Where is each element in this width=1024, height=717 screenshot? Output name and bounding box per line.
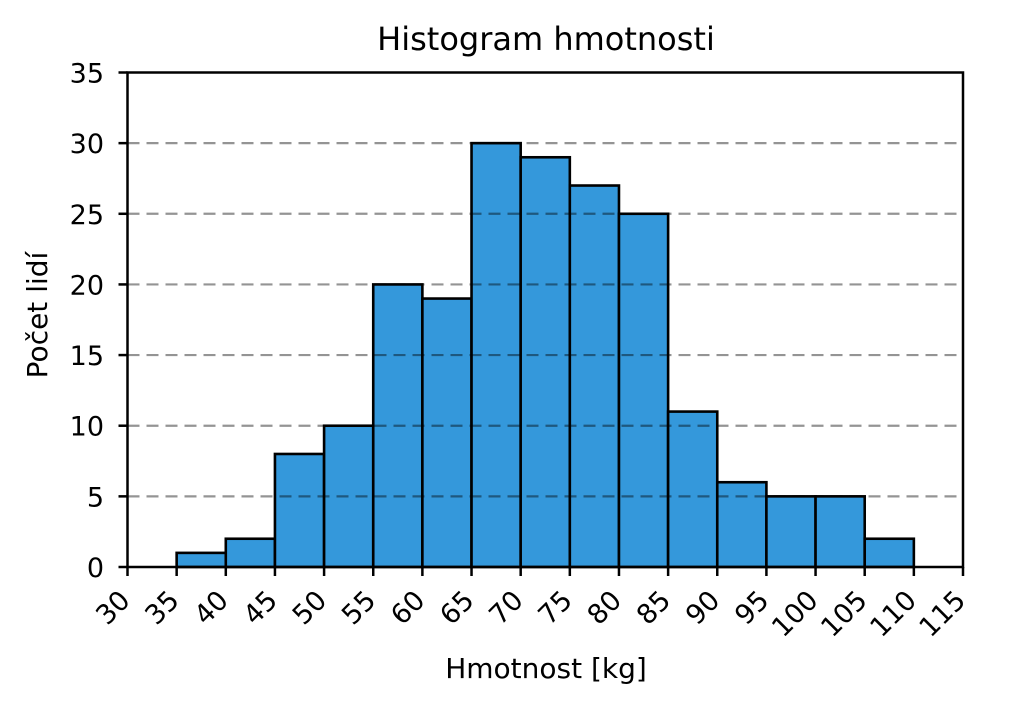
x-axis-label: Hmotnost [kg] [445, 652, 647, 685]
x-tick-label: 100 [766, 585, 824, 643]
histogram-bar [814, 495, 867, 569]
histogram-bar [617, 212, 670, 569]
x-tick-label: 85 [631, 585, 677, 631]
histogram-bar [371, 283, 424, 569]
x-tick-label: 30 [90, 585, 136, 631]
y-axis-label: Počet lidí [21, 251, 54, 379]
x-tick-label: 50 [287, 585, 333, 631]
y-tick-label: 35 [70, 59, 104, 90]
histogram-bar [765, 495, 817, 569]
y-tick-label: 10 [70, 412, 104, 443]
x-tick-label: 110 [864, 585, 922, 643]
y-tick-label: 20 [70, 270, 104, 301]
chart-title: Histogram hmotnosti [377, 20, 715, 58]
histogram-bar [421, 297, 473, 569]
histogram-bar [519, 155, 572, 569]
x-tick-label: 80 [582, 585, 628, 631]
x-tick-label: 65 [434, 585, 480, 631]
y-tick-label: 30 [70, 129, 104, 160]
y-tick-label: 25 [70, 200, 104, 231]
histogram-bar [175, 551, 228, 569]
x-tick-label: 90 [680, 585, 726, 631]
histogram-bar [322, 424, 375, 569]
y-tick-label: 15 [70, 341, 104, 372]
x-tick-label: 40 [189, 585, 235, 631]
x-tick-label: 60 [385, 585, 431, 631]
x-tick-label: 55 [336, 585, 382, 631]
histogram-bar [273, 452, 326, 569]
y-tick-label: 5 [87, 482, 104, 513]
plot-frame [126, 71, 965, 569]
x-tick-label: 35 [139, 585, 185, 631]
x-tick-label: 45 [238, 585, 284, 631]
histogram-bar [863, 537, 916, 569]
histogram-bar [224, 537, 277, 569]
histogram-bar [666, 410, 719, 569]
x-tick-label: 75 [533, 585, 579, 631]
x-tick-label: 115 [914, 585, 972, 643]
y-tick-label: 0 [87, 553, 104, 584]
x-tick-label: 70 [483, 585, 529, 631]
histogram-bar [715, 480, 768, 569]
x-tick-label: 105 [815, 585, 873, 643]
histogram-bar [568, 184, 621, 569]
